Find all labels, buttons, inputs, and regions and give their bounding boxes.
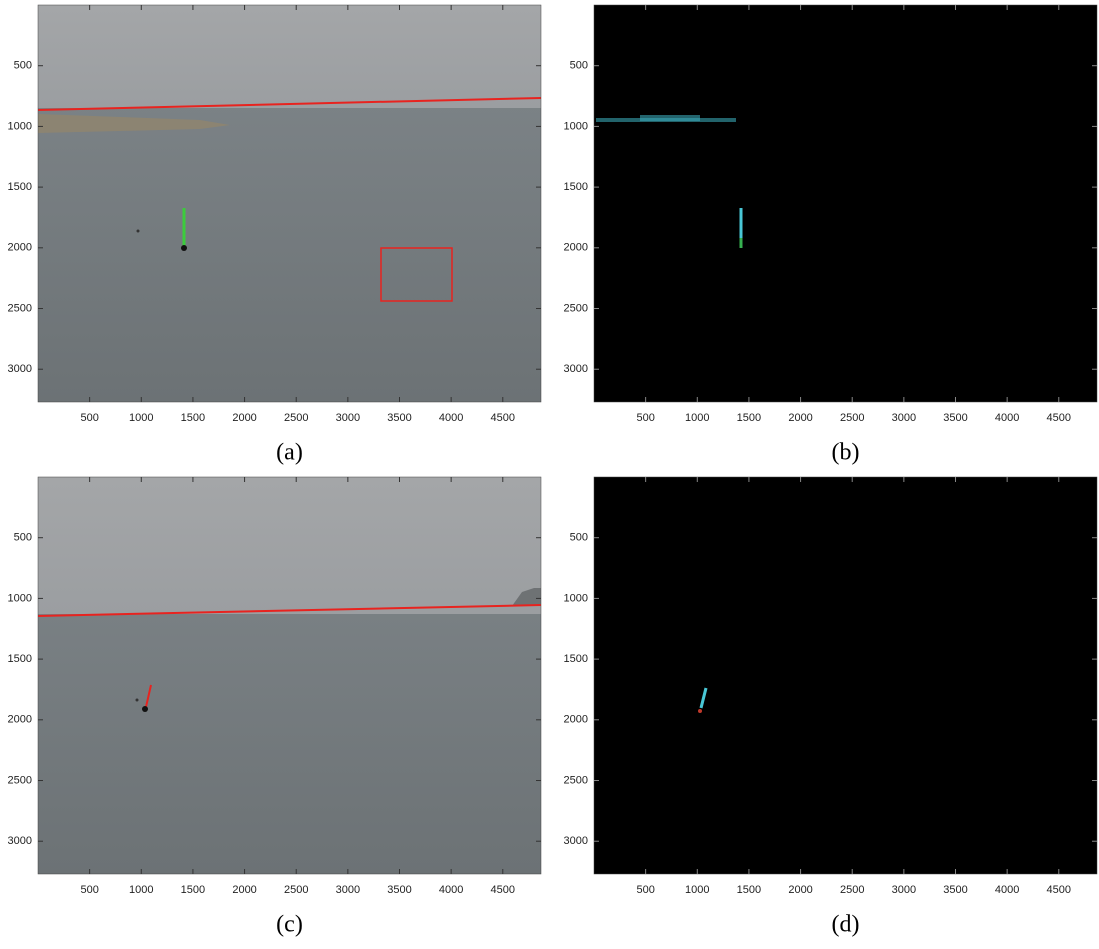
x-tick-label: 4500 (491, 884, 515, 896)
y-tick-label: 2500 (564, 302, 588, 314)
y-tick-label: 3000 (8, 363, 32, 375)
x-tick-label: 1000 (685, 412, 709, 424)
x-tick-label: 500 (636, 412, 654, 424)
x-tick-label: 2500 (840, 884, 864, 896)
x-tick-label: 4500 (1047, 412, 1071, 424)
x-tick-label: 1000 (129, 412, 153, 424)
axes-frame (37, 4, 542, 403)
x-tick-label: 500 (80, 884, 98, 896)
x-tick-label: 1500 (737, 412, 761, 424)
x-tick-label: 2500 (840, 412, 864, 424)
x-tick-label: 2500 (284, 412, 308, 424)
x-tick-label: 1500 (737, 884, 761, 896)
x-tick-label: 500 (80, 412, 98, 424)
y-tick-label: 2000 (8, 714, 32, 726)
x-tick-label: 2000 (788, 884, 812, 896)
image-c (37, 477, 542, 874)
axes-frame (593, 476, 1098, 875)
x-tick-label: 4000 (439, 884, 463, 896)
y-tick-label: 2500 (564, 774, 588, 786)
x-tick-label: 4000 (995, 884, 1019, 896)
x-tick-label: 3000 (892, 884, 916, 896)
x-tick-label: 4000 (995, 412, 1019, 424)
x-tick-label: 3000 (336, 884, 360, 896)
y-tick-label: 500 (14, 532, 32, 544)
x-tick-label: 2500 (284, 884, 308, 896)
x-tick-label: 3000 (892, 412, 916, 424)
axes-frame (37, 476, 542, 875)
x-tick-label: 3500 (387, 412, 411, 424)
caption: (a) (276, 440, 303, 466)
x-tick-label: 1500 (181, 884, 205, 896)
y-tick-label: 1000 (8, 592, 32, 604)
y-tick-label: 2000 (564, 714, 588, 726)
axes: 500 1000 1500 2000 2500 3000 3500 4000 4500 500 10… (8, 4, 1098, 938)
x-tick-label: 1500 (181, 412, 205, 424)
y-tick-label: 3000 (8, 835, 32, 847)
image-b (594, 5, 1097, 402)
x-tick-label: 4500 (1047, 884, 1071, 896)
y-tick-label: 500 (14, 60, 32, 72)
caption: (c) (276, 912, 303, 938)
y-tick-label: 1500 (564, 653, 588, 665)
x-tick-label: 4000 (439, 412, 463, 424)
x-tick-label: 3500 (943, 412, 967, 424)
y-tick-label: 3000 (564, 363, 588, 375)
y-tick-label: 1000 (8, 120, 32, 132)
x-tick-label: 2000 (232, 412, 256, 424)
y-tick-label: 2500 (8, 302, 32, 314)
y-tick-label: 1500 (564, 181, 588, 193)
x-tick-label: 1000 (685, 884, 709, 896)
y-tick-label: 3000 (564, 835, 588, 847)
x-tick-label: 500 (636, 884, 654, 896)
x-tick-label: 2000 (232, 884, 256, 896)
y-tick-label: 1500 (8, 653, 32, 665)
x-tick-label: 3500 (387, 884, 411, 896)
y-tick-label: 1000 (564, 120, 588, 132)
y-tick-label: 2500 (8, 774, 32, 786)
y-tick-label: 500 (570, 532, 588, 544)
x-tick-label: 2000 (788, 412, 812, 424)
y-tick-label: 2000 (8, 242, 32, 254)
y-tick-label: 500 (570, 60, 588, 72)
y-tick-label: 2000 (564, 242, 588, 254)
y-tick-label: 1500 (8, 181, 32, 193)
caption: (d) (832, 912, 860, 938)
x-tick-label: 4500 (491, 412, 515, 424)
caption: (b) (832, 440, 860, 466)
y-tick-label: 1000 (564, 592, 588, 604)
image-a (37, 5, 542, 402)
image-d (594, 477, 1097, 874)
axes-frame (593, 4, 1098, 403)
x-tick-label: 3000 (336, 412, 360, 424)
x-tick-label: 1000 (129, 884, 153, 896)
x-tick-label: 3500 (943, 884, 967, 896)
